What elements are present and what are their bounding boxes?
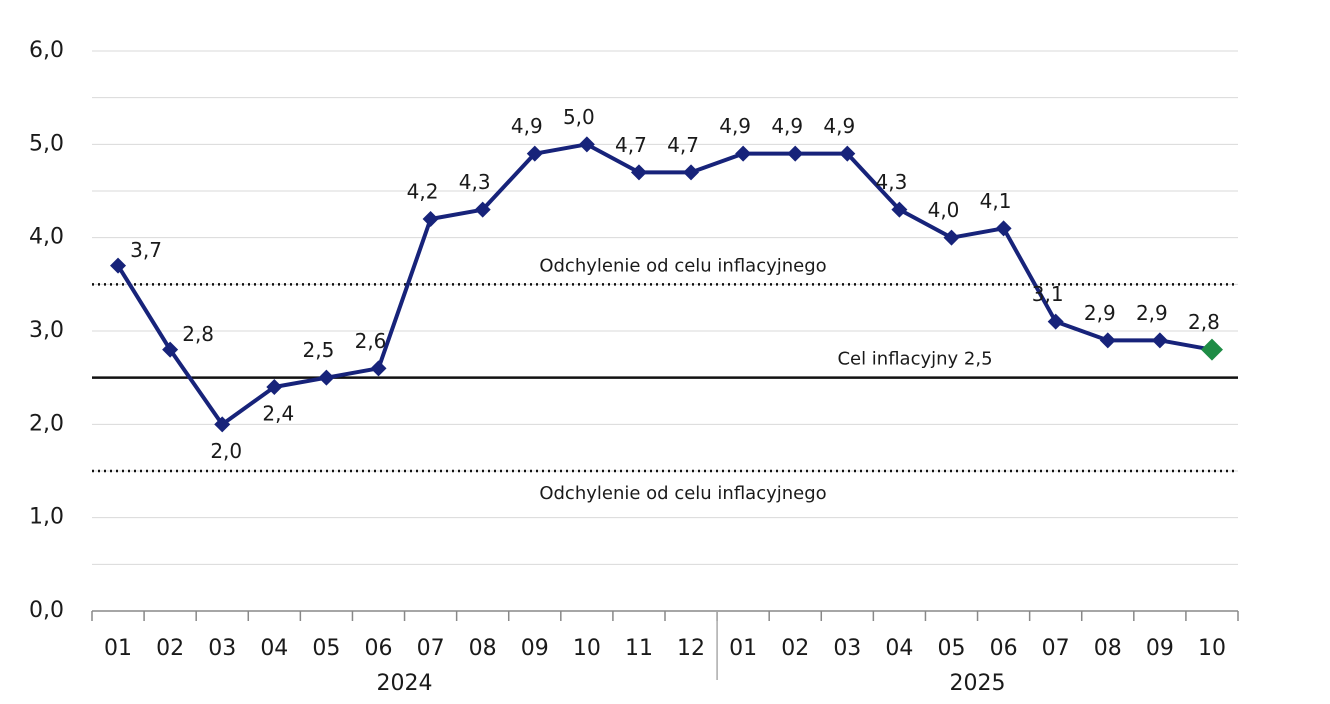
data-label: 3,1 [1032,282,1064,306]
data-marker [787,145,804,162]
data-marker [474,201,491,218]
y-tick-label: 1,0 [29,505,64,530]
data-marker [630,164,647,181]
data-marker [839,145,856,162]
data-label: 2,5 [303,338,335,362]
x-tick-label: 06 [365,636,393,661]
data-marker [110,257,127,274]
reference-label: Cel inflacyjny 2,5 [837,349,992,370]
data-marker [943,229,960,246]
x-tick-label: 10 [573,636,601,661]
x-tick-label: 04 [885,636,913,661]
x-tick-label: 05 [938,636,966,661]
y-tick-label: 4,0 [29,225,64,250]
data-marker [1099,332,1116,349]
data-marker [526,145,543,162]
x-tick-label: 01 [729,636,757,661]
y-tick-label: 2,0 [29,411,64,436]
data-label: 2,9 [1136,301,1168,325]
x-tick-label: 02 [156,636,184,661]
data-marker [318,369,335,386]
x-tick-label: 03 [208,636,236,661]
data-marker [162,341,179,358]
data-label: 4,0 [928,198,960,222]
data-label: 4,3 [876,170,908,194]
data-label: 3,7 [130,238,162,262]
x-tick-label: 07 [417,636,445,661]
data-label: 4,2 [407,180,439,204]
x-tick-label: 09 [1146,636,1174,661]
data-label: 4,3 [459,170,491,194]
x-tick-label: 02 [781,636,809,661]
y-tick-label: 3,0 [29,318,64,343]
x-group-label: 2024 [377,671,433,696]
data-label: 2,6 [355,329,387,353]
y-tick-label: 6,0 [29,38,64,63]
data-label: 2,0 [210,439,242,463]
data-label: 2,9 [1084,301,1116,325]
data-label: 4,9 [823,114,855,138]
y-tick-label: 5,0 [29,131,64,156]
data-marker [735,145,752,162]
data-marker [995,220,1012,237]
data-label: 4,9 [719,114,751,138]
data-label: 2,8 [1188,310,1220,334]
data-marker [1151,332,1168,349]
x-tick-label: 01 [104,636,132,661]
data-marker [266,379,283,395]
x-tick-label: 11 [625,636,653,661]
data-line [116,142,1213,427]
data-marker [422,211,439,227]
data-label: 4,1 [980,189,1012,213]
data-marker [683,164,700,181]
data-marker [1200,338,1223,361]
x-tick-label: 08 [469,636,497,661]
data-label: 4,9 [511,114,543,138]
x-group-label: 2025 [950,671,1006,696]
data-label: 4,7 [615,133,647,157]
x-tick-label: 10 [1198,636,1226,661]
x-tick-label: 03 [833,636,861,661]
x-tick-label: 12 [677,636,705,661]
x-tick-label: 06 [990,636,1018,661]
x-tick-label: 04 [260,636,288,661]
data-marker [370,360,387,377]
x-tick-label: 09 [521,636,549,661]
x-tick-label: 08 [1094,636,1122,661]
data-label: 2,4 [262,402,294,426]
data-marker [891,201,908,218]
data-label: 2,8 [182,322,214,346]
data-marker [1047,313,1064,330]
data-marker [214,416,231,433]
reference-label: Odchylenie od celu inflacyjnego [539,255,826,276]
data-label: 4,7 [667,133,699,157]
data-label: 4,9 [771,114,803,138]
x-tick-label: 07 [1042,636,1070,661]
reference-label: Odchylenie od celu inflacyjnego [539,483,826,504]
x-tick-label: 05 [312,636,340,661]
data-label: 5,0 [563,105,595,129]
y-tick-label: 0,0 [29,598,64,623]
data-marker [578,136,595,153]
